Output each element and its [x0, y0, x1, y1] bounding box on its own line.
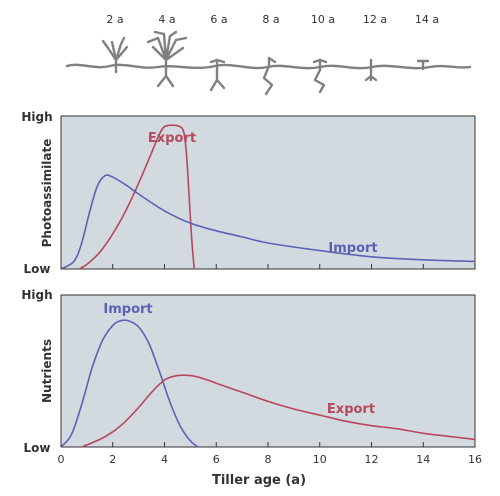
tiller-age-label: 8 a: [262, 13, 279, 26]
x-tick-label: 8: [265, 453, 272, 466]
chart-1-import-line: [60, 174, 476, 270]
tiller-8a: [262, 56, 277, 96]
chart-2-export-label: Export: [327, 402, 375, 417]
chart-2-import-label: Import: [103, 302, 152, 317]
tiller-age-label: 14 a: [415, 13, 439, 26]
rhizome-drawing: [65, 30, 472, 96]
chart-1-plot-area: [60, 115, 476, 270]
tiller-14a: [416, 59, 430, 71]
x-tick-label: 12: [365, 453, 379, 466]
x-tick-label: 2: [109, 453, 116, 466]
x-tick-label: 0: [58, 453, 65, 466]
tiller-illustration: 2 a 4 a 6 a 8 a 10 a 12 a 14 a: [65, 13, 472, 96]
x-tick-label: 6: [213, 453, 220, 466]
chart-1-y-high-label: High: [21, 110, 52, 124]
tiller-age-label: 2 a: [106, 13, 123, 26]
chart-2-plot-area: [60, 294, 476, 448]
tiller-age-label: 12 a: [363, 13, 387, 26]
chart-1-y-axis-title: Photoassimilate: [40, 139, 54, 248]
chart-1-export-line: [78, 124, 196, 270]
x-tick-label: 14: [416, 453, 430, 466]
tiller-6a: [209, 58, 226, 92]
chart-1-import-label: Import: [328, 241, 377, 256]
tiller-10a: [312, 58, 328, 94]
chart-2-y-low-label: Low: [24, 441, 51, 455]
chart-1-export-label: Export: [148, 131, 196, 146]
tiller-2a: [101, 36, 129, 74]
x-tick-label: 4: [161, 453, 168, 466]
nutrients-chart: Import Export High Low Nutrients 0 2 4 6 8 10 1…: [21, 288, 482, 488]
x-tick-label: 10: [313, 453, 327, 466]
chart-2-y-high-label: High: [21, 288, 52, 302]
x-tick-label: 16: [468, 453, 482, 466]
tiller-age-label: 6 a: [210, 13, 227, 26]
tiller-age-label: 4 a: [158, 13, 175, 26]
chart-2-y-axis-title: Nutrients: [40, 339, 54, 403]
tiller-12a: [364, 58, 378, 82]
chart-2-export-line: [81, 374, 476, 448]
chart-1-y-low-label: Low: [24, 262, 51, 276]
photoassimilate-chart: Export Import High Low Photoassimilate: [21, 110, 476, 276]
chart-2-import-line: [60, 319, 199, 448]
x-axis-title: Tiller age (a): [212, 473, 306, 488]
tiller-age-label: 10 a: [311, 13, 335, 26]
tiller-4a: [146, 30, 188, 88]
